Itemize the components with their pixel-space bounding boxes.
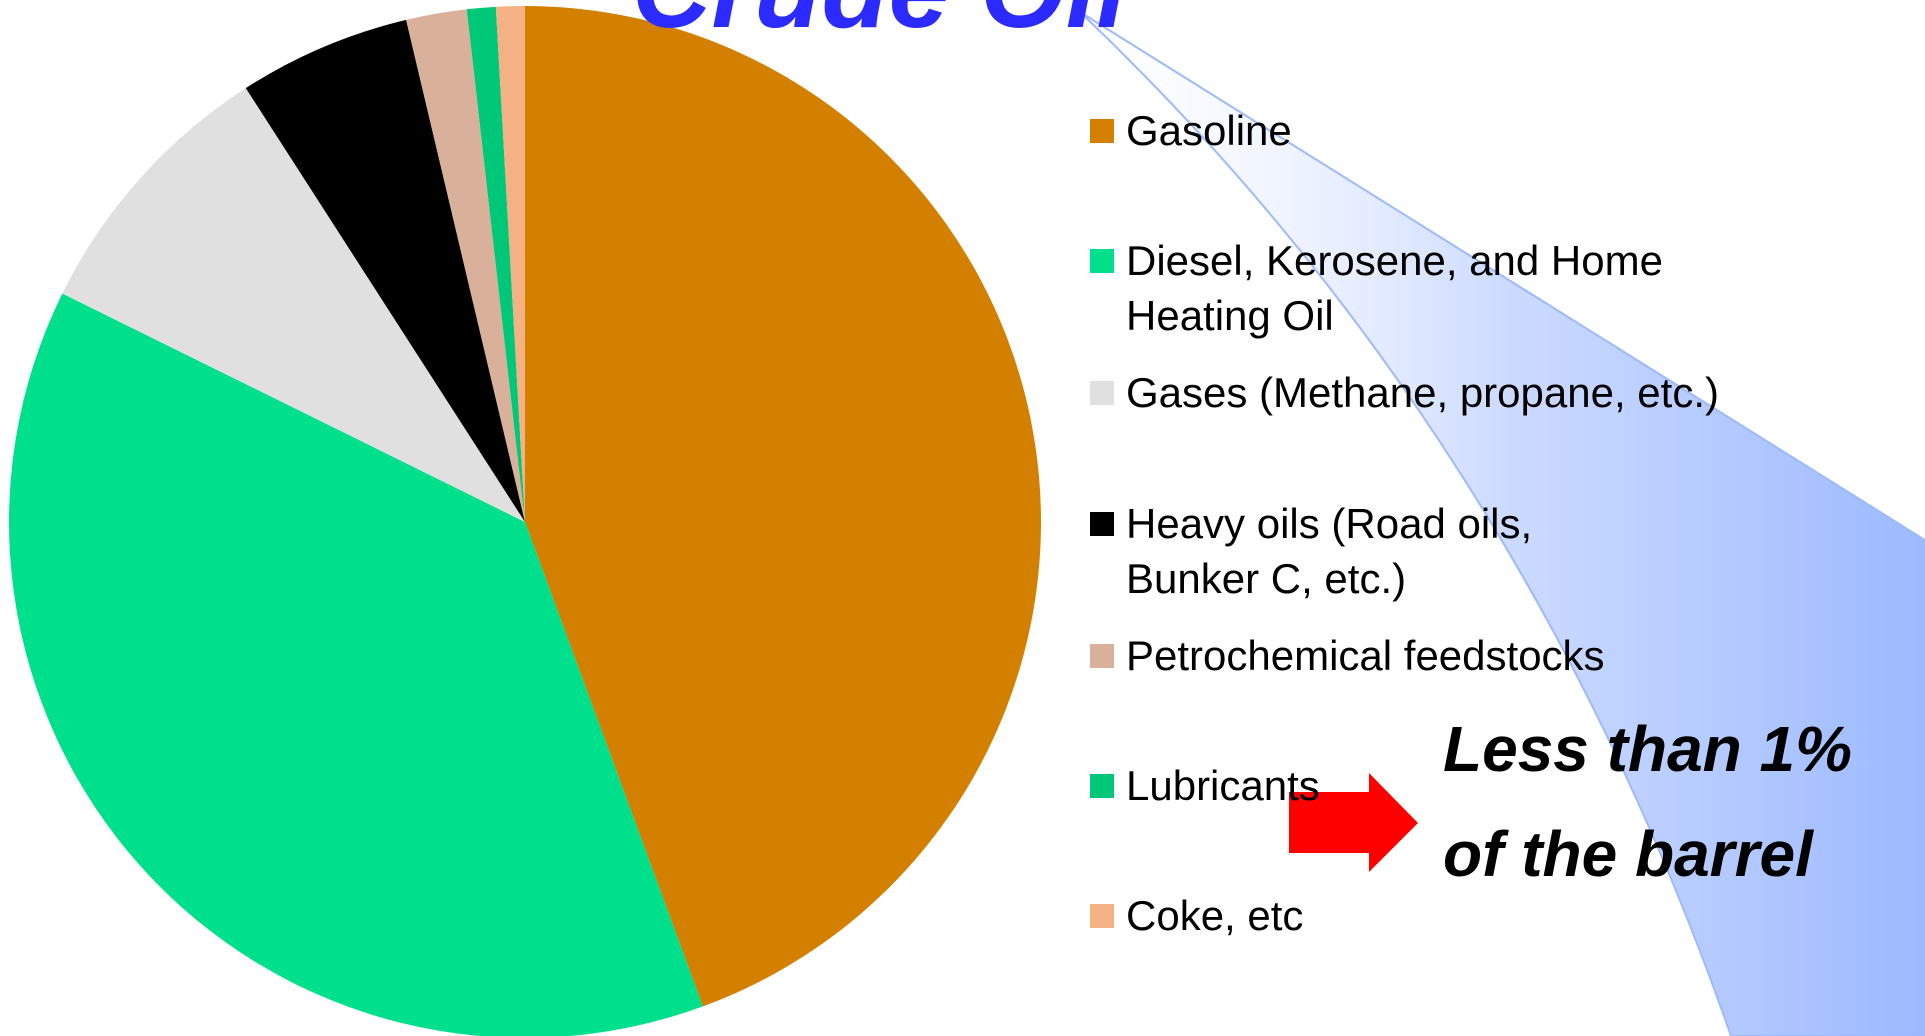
pie-slice bbox=[406, 9, 525, 522]
pie-slice bbox=[525, 6, 1041, 1007]
pie-slice bbox=[495, 6, 525, 522]
legend-swatch bbox=[1090, 249, 1114, 273]
legend-label: Coke, etc bbox=[1126, 892, 1304, 939]
legend-label: Gases (Methane, propane, etc.) bbox=[1126, 369, 1719, 416]
legend-swatch bbox=[1090, 381, 1114, 405]
legend-swatch bbox=[1090, 512, 1114, 536]
legend-label: Heavy oils (Road oils, Bunker C, etc.) bbox=[1126, 500, 1533, 602]
arrow bbox=[1289, 773, 1418, 872]
legend-label: Lubricants bbox=[1126, 762, 1320, 809]
legend-swatch bbox=[1090, 644, 1114, 668]
pie-slice bbox=[245, 19, 525, 523]
legend-item: Heavy oils (Road oils, Bunker C, etc.) bbox=[1090, 496, 1646, 606]
chart-title: Crude Oil bbox=[632, 0, 1129, 51]
legend-item: Gases (Methane, propane, etc.) bbox=[1090, 365, 1726, 420]
legend-item: Gasoline bbox=[1090, 103, 1766, 158]
legend-item: Petrochemical feedstocks bbox=[1090, 628, 1766, 683]
legend-item: Diesel, Kerosene, and Home Heating Oil bbox=[1090, 233, 1766, 343]
callout-shape bbox=[1079, 11, 1925, 1036]
annotation: Less than 1% bbox=[1443, 713, 1853, 785]
legend-label: Gasoline bbox=[1126, 107, 1292, 154]
legend-label: Diesel, Kerosene, and Home Heating Oil bbox=[1126, 237, 1663, 339]
pie-slice bbox=[9, 293, 703, 1036]
pie-slice bbox=[62, 88, 526, 522]
legend-item: Lubricants bbox=[1090, 758, 1766, 813]
legend-swatch bbox=[1090, 904, 1114, 928]
annotation: of the barrel bbox=[1443, 818, 1813, 890]
legend-swatch bbox=[1090, 774, 1114, 798]
legend-item: Coke, etc bbox=[1090, 888, 1766, 943]
legend-swatch bbox=[1090, 119, 1114, 143]
pie bbox=[9, 6, 1041, 1036]
legend-label: Petrochemical feedstocks bbox=[1126, 632, 1605, 679]
pie-slice bbox=[466, 6, 525, 522]
